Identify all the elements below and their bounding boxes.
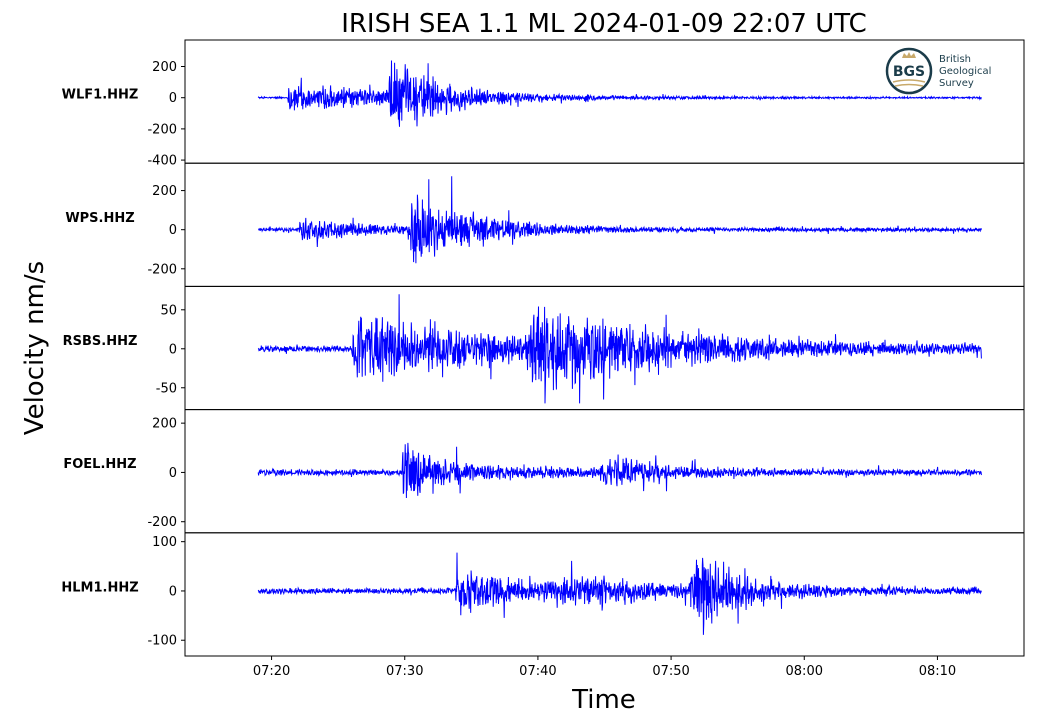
bgs-logo-strata-icon: [892, 79, 926, 87]
y-tick-label: -100: [147, 634, 177, 649]
panel-hlm1-hhz: 100 0 -100 HLM1.HHZ: [61, 532, 1025, 657]
station-panels: 200 0 -200 -400 WLF1.HHZ 200 0 -200 WPS.HHZ 50 0 -5…: [61, 39, 1025, 657]
y-tick-label: 0: [169, 466, 177, 481]
chart-title: IRISH SEA 1.1 ML 2024-01-09 22:07 UTC: [341, 9, 867, 39]
waveform-line: [257, 442, 982, 499]
bgs-logo: BGS British Geological Survey: [885, 47, 991, 95]
panel-frame: [184, 532, 1025, 657]
x-tick-label: 08:00: [786, 664, 823, 679]
panel-wps-hhz: 200 0 -200 WPS.HHZ: [65, 162, 1025, 287]
y-axis-label: Velocity nm/s: [20, 261, 50, 435]
station-label: WLF1.HHZ: [62, 88, 139, 103]
x-tick-label: 07:40: [519, 664, 556, 679]
station-label: WPS.HHZ: [65, 211, 134, 226]
bgs-logo-line2: Geological: [939, 66, 991, 77]
x-tick-label: 07:30: [386, 664, 423, 679]
x-axis-label: Time: [571, 685, 636, 715]
waveform-line: [257, 552, 982, 635]
station-label: FOEL.HHZ: [63, 457, 136, 472]
y-tick-label: 0: [169, 223, 177, 238]
y-tick-label: 0: [169, 91, 177, 106]
y-tick-label: 100: [152, 535, 177, 550]
bgs-logo-line1: British: [939, 54, 971, 65]
station-label: RSBS.HHZ: [63, 334, 138, 349]
panel-wlf1-hhz: 200 0 -200 -400 WLF1.HHZ: [62, 39, 1025, 169]
y-tick-label: 200: [152, 417, 177, 432]
panel-foel-hhz: 200 0 -200 FOEL.HHZ: [63, 409, 1025, 534]
y-tick-label: -400: [147, 154, 177, 169]
bgs-logo-ring: [885, 47, 933, 95]
x-tick-label: 07:20: [253, 664, 290, 679]
y-tick-label: 200: [152, 60, 177, 75]
station-label: HLM1.HHZ: [61, 580, 138, 595]
y-tick-label: -50: [156, 381, 177, 396]
x-tick-label: 07:50: [652, 664, 689, 679]
y-tick-label: 0: [169, 584, 177, 599]
y-tick-label: 200: [152, 184, 177, 199]
panel-rsbs-hhz: 50 0 -50 RSBS.HHZ: [63, 285, 1025, 411]
waveform-line: [258, 176, 982, 264]
x-tick-label: 08:10: [919, 664, 956, 679]
y-tick-label: 50: [160, 303, 177, 318]
y-tick-label: 0: [169, 342, 177, 357]
y-tick-label: -200: [147, 515, 177, 530]
y-tick-label: -200: [147, 262, 177, 277]
waveform-line: [257, 60, 982, 127]
waveform-line: [257, 294, 982, 404]
bgs-logo-initials: BGS: [893, 64, 925, 80]
y-tick-label: -200: [147, 122, 177, 137]
bgs-logo-crown-icon: [902, 52, 916, 58]
bgs-logo-line3: Survey: [939, 78, 974, 89]
x-axis: 07:20 07:30 07:40 07:50 08:00 08:10: [253, 656, 956, 679]
